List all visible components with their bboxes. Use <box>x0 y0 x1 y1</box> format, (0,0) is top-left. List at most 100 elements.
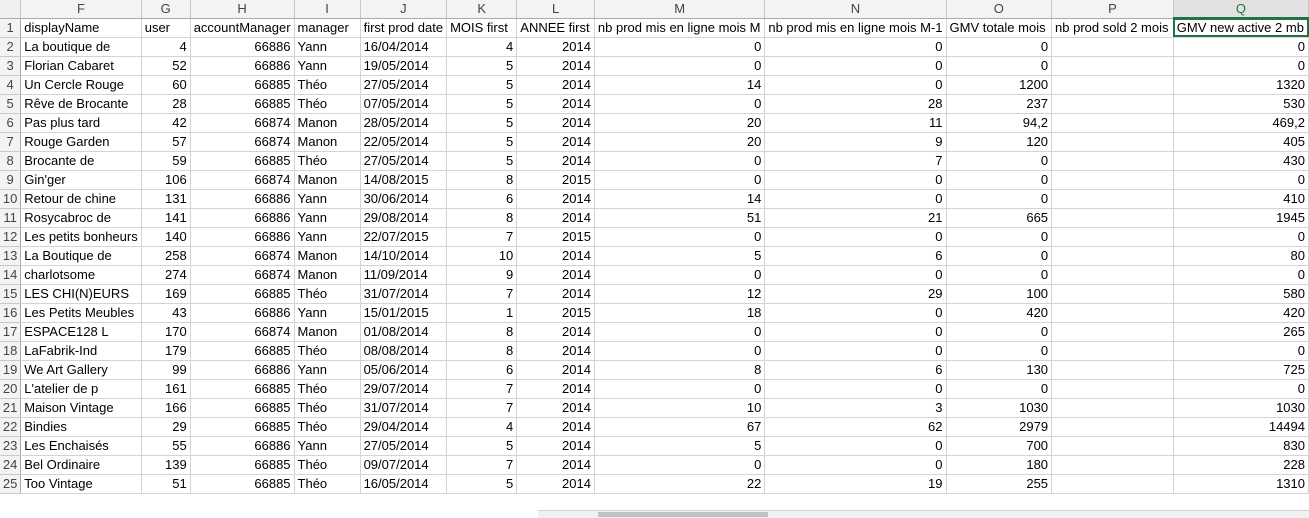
table-cell[interactable]: 2014 <box>516 436 595 456</box>
row-header[interactable]: 6 <box>0 113 22 133</box>
table-cell[interactable]: 1 <box>446 303 518 323</box>
table-cell[interactable]: 28/05/2014 <box>360 113 448 133</box>
table-cell[interactable]: 66874 <box>190 113 295 133</box>
table-cell[interactable]: 51 <box>141 474 191 494</box>
table-cell[interactable]: 7 <box>764 151 947 171</box>
row-header[interactable]: 9 <box>0 170 22 190</box>
table-cell[interactable]: 8 <box>446 341 518 361</box>
table-cell[interactable] <box>1051 417 1174 437</box>
header-cell[interactable]: user <box>141 18 191 38</box>
header-cell[interactable]: ANNEE first <box>516 18 595 38</box>
table-cell[interactable]: Rêve de Brocante <box>20 94 142 114</box>
table-cell[interactable]: 66874 <box>190 265 295 285</box>
table-cell[interactable]: 5 <box>446 151 518 171</box>
table-cell[interactable]: 410 <box>1173 189 1309 209</box>
table-cell[interactable]: LaFabrik-Ind <box>20 341 142 361</box>
row-header[interactable]: 23 <box>0 436 22 456</box>
table-cell[interactable]: 0 <box>764 436 947 456</box>
table-cell[interactable]: 0 <box>1173 37 1309 57</box>
table-cell[interactable]: 01/08/2014 <box>360 322 448 342</box>
table-cell[interactable]: 66886 <box>190 227 295 247</box>
table-cell[interactable] <box>1051 322 1174 342</box>
table-cell[interactable]: 66885 <box>190 341 295 361</box>
table-cell[interactable]: 6 <box>446 360 518 380</box>
table-cell[interactable]: 161 <box>141 379 191 399</box>
table-cell[interactable]: 100 <box>946 284 1053 304</box>
table-cell[interactable] <box>1051 56 1174 76</box>
table-cell[interactable]: 1945 <box>1173 208 1309 228</box>
table-cell[interactable]: 0 <box>594 455 766 475</box>
table-cell[interactable]: 60 <box>141 75 191 95</box>
table-cell[interactable]: 66885 <box>190 94 295 114</box>
column-header-h[interactable]: H <box>190 0 295 19</box>
table-cell[interactable]: 2014 <box>516 360 595 380</box>
table-cell[interactable]: Les petits bonheurs <box>20 227 142 247</box>
table-cell[interactable]: 0 <box>594 56 766 76</box>
table-cell[interactable]: 2015 <box>516 303 595 323</box>
table-cell[interactable]: 580 <box>1173 284 1309 304</box>
table-cell[interactable]: 2014 <box>516 37 595 57</box>
table-cell[interactable]: Rosycabroc de <box>20 208 142 228</box>
table-cell[interactable]: 130 <box>946 360 1053 380</box>
table-cell[interactable]: 179 <box>141 341 191 361</box>
table-cell[interactable]: 8 <box>446 170 518 190</box>
select-all-corner[interactable] <box>0 0 22 19</box>
table-cell[interactable]: 66885 <box>190 455 295 475</box>
table-cell[interactable]: 28 <box>141 94 191 114</box>
table-cell[interactable]: 20 <box>594 132 766 152</box>
table-cell[interactable]: 8 <box>446 322 518 342</box>
table-cell[interactable]: 42 <box>141 113 191 133</box>
row-header[interactable]: 24 <box>0 455 22 475</box>
table-cell[interactable]: 7 <box>446 227 518 247</box>
table-cell[interactable] <box>1051 265 1174 285</box>
table-cell[interactable]: 0 <box>946 265 1053 285</box>
header-cell[interactable]: manager <box>294 18 361 38</box>
table-cell[interactable]: 43 <box>141 303 191 323</box>
table-cell[interactable]: 12 <box>594 284 766 304</box>
table-cell[interactable]: 0 <box>946 151 1053 171</box>
header-cell[interactable]: GMV totale mois <box>946 18 1053 38</box>
table-cell[interactable]: 57 <box>141 132 191 152</box>
table-cell[interactable]: 05/06/2014 <box>360 360 448 380</box>
row-header[interactable]: 20 <box>0 379 22 399</box>
row-header[interactable]: 3 <box>0 56 22 76</box>
header-cell[interactable]: accountManager <box>190 18 295 38</box>
table-cell[interactable]: Théo <box>294 151 361 171</box>
table-cell[interactable]: 830 <box>1173 436 1309 456</box>
table-cell[interactable] <box>1051 246 1174 266</box>
table-cell[interactable]: 0 <box>764 75 947 95</box>
table-cell[interactable]: 4 <box>446 417 518 437</box>
table-cell[interactable]: 0 <box>1173 341 1309 361</box>
row-header[interactable]: 8 <box>0 151 22 171</box>
table-cell[interactable]: 9 <box>446 265 518 285</box>
table-cell[interactable]: 66874 <box>190 322 295 342</box>
table-cell[interactable]: 3 <box>764 398 947 418</box>
column-header-n[interactable]: N <box>764 0 947 19</box>
table-cell[interactable]: 10 <box>446 246 518 266</box>
table-cell[interactable]: 2014 <box>516 417 595 437</box>
table-cell[interactable]: 141 <box>141 208 191 228</box>
table-cell[interactable]: 430 <box>1173 151 1309 171</box>
table-cell[interactable]: 19 <box>764 474 947 494</box>
table-cell[interactable] <box>1051 474 1174 494</box>
table-cell[interactable]: 80 <box>1173 246 1309 266</box>
table-cell[interactable]: 16/04/2014 <box>360 37 448 57</box>
table-cell[interactable]: 22 <box>594 474 766 494</box>
table-cell[interactable]: 4 <box>446 37 518 57</box>
table-cell[interactable]: 0 <box>594 170 766 190</box>
table-cell[interactable]: 0 <box>1173 56 1309 76</box>
table-cell[interactable]: 66885 <box>190 474 295 494</box>
table-cell[interactable]: 66874 <box>190 246 295 266</box>
table-cell[interactable] <box>1051 113 1174 133</box>
table-cell[interactable]: 19/05/2014 <box>360 56 448 76</box>
table-cell[interactable]: 7 <box>446 379 518 399</box>
table-cell[interactable]: 2979 <box>946 417 1053 437</box>
column-header-k[interactable]: K <box>446 0 518 19</box>
table-cell[interactable]: Brocante de <box>20 151 142 171</box>
table-cell[interactable] <box>1051 170 1174 190</box>
row-header[interactable]: 4 <box>0 75 22 95</box>
table-cell[interactable]: 2014 <box>516 151 595 171</box>
table-cell[interactable]: 169 <box>141 284 191 304</box>
table-cell[interactable]: 0 <box>1173 265 1309 285</box>
table-cell[interactable]: Manon <box>294 132 361 152</box>
